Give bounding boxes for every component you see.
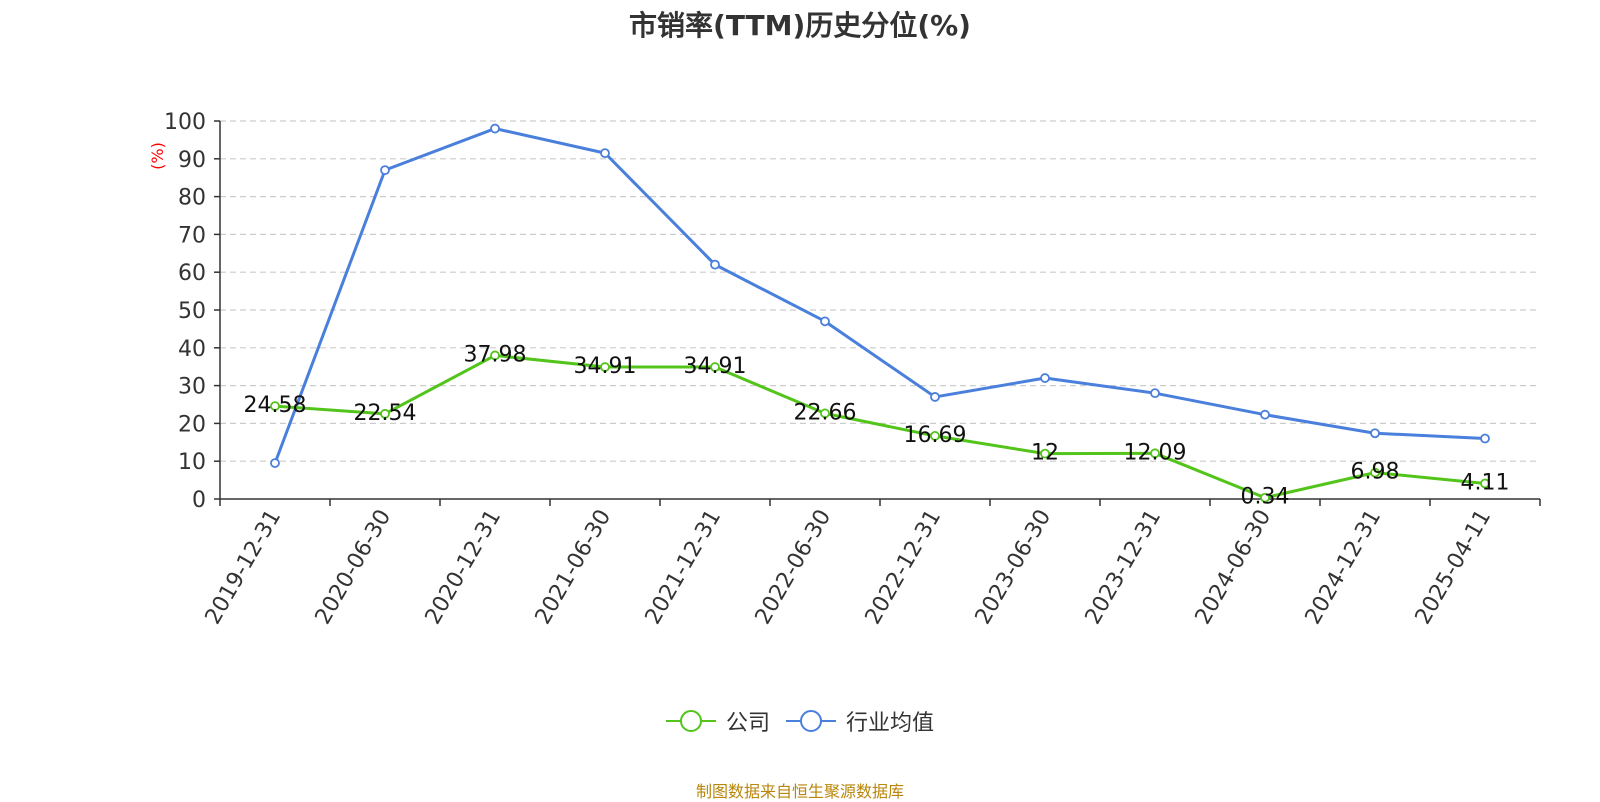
- data-label: 0.34: [1241, 485, 1290, 510]
- y-tick-label: 100: [164, 110, 206, 135]
- y-tick-label: 60: [178, 261, 206, 286]
- data-point-industry-avg: [710, 259, 720, 270]
- y-tick-label: 10: [178, 450, 206, 475]
- data-label: 34.91: [684, 354, 747, 379]
- legend[interactable]: 公司 行业均值: [0, 705, 1600, 737]
- data-point-industry-avg: [270, 458, 280, 468]
- data-point-industry-avg: [930, 392, 940, 402]
- data-point-company: [600, 362, 610, 372]
- data-label: 22.66: [794, 400, 857, 425]
- data-label: 12.09: [1124, 440, 1187, 465]
- data-point-company: [380, 408, 390, 419]
- x-tick-label: 2020-06-30: [311, 506, 397, 629]
- data-point-company: [820, 408, 830, 419]
- x-tick-label: 2024-12-31: [1301, 506, 1387, 629]
- y-tick-label: 40: [178, 337, 206, 362]
- y-tick-label: 30: [178, 375, 206, 400]
- series-line-industry-avg: [273, 127, 1486, 464]
- data-point-industry-avg: [1040, 373, 1050, 383]
- data-point-company: [1480, 478, 1490, 489]
- x-tick-label: 2023-06-30: [971, 506, 1057, 629]
- chart-title: 市销率(TTM)历史分位(%): [629, 9, 971, 42]
- x-tick-label: 2021-06-30: [531, 506, 617, 629]
- data-label: 12: [1031, 441, 1059, 466]
- data-point-company: [1150, 448, 1160, 459]
- data-point-company: [270, 401, 280, 411]
- data-point-company: [930, 431, 940, 441]
- data-label: 34.91: [574, 354, 637, 379]
- x-tick-label: 2024-06-30: [1191, 506, 1277, 629]
- data-point-company: [490, 350, 500, 361]
- data-point-company: [1260, 492, 1270, 503]
- x-tick-label: 2025-04-11: [1411, 506, 1497, 629]
- data-point-industry-avg: [1370, 428, 1380, 439]
- data-point-industry-avg: [380, 165, 390, 176]
- legend-item-company[interactable]: 公司: [665, 705, 770, 737]
- data-label: 6.98: [1351, 460, 1400, 485]
- y-tick-label: 0: [192, 488, 206, 513]
- legend-label-industry-avg: 行业均值: [846, 711, 935, 736]
- data-point-industry-avg: [820, 316, 830, 327]
- data-point-industry-avg: [1150, 388, 1160, 399]
- data-label: 22.54: [354, 401, 417, 426]
- y-tick-label: 70: [178, 223, 206, 248]
- x-tick-label: 2022-12-31: [861, 506, 947, 629]
- x-tick-label: 2021-12-31: [641, 506, 727, 629]
- data-point-industry-avg: [490, 123, 500, 134]
- y-axis-label: (%): [148, 142, 167, 170]
- data-point-industry-avg: [600, 148, 610, 159]
- data-label: 16.69: [904, 423, 967, 448]
- data-point-industry-avg: [1480, 433, 1490, 444]
- data-label: 37.98: [464, 342, 527, 367]
- data-label: 24.58: [244, 393, 307, 418]
- data-point-company: [1370, 467, 1380, 478]
- data-point-company: [710, 362, 720, 372]
- series-line-company: [274, 353, 1486, 500]
- x-tick-label: 2020-12-31: [421, 506, 507, 629]
- legend-label-company: 公司: [725, 711, 770, 736]
- x-tick-label: 2022-06-30: [751, 506, 837, 629]
- y-tick-label: 80: [178, 186, 206, 211]
- x-tick-label: 2019-12-31: [201, 506, 287, 629]
- legend-line-circle-icon: [665, 710, 716, 732]
- legend-line-circle-icon: [786, 710, 836, 732]
- data-label: 4.11: [1461, 470, 1510, 495]
- y-tick-label: 50: [178, 299, 206, 324]
- y-tick-label: 20: [178, 412, 206, 437]
- data-point-industry-avg: [1260, 409, 1270, 420]
- legend-item-industry-avg[interactable]: 行业均值: [786, 705, 934, 737]
- x-tick-label: 2023-12-31: [1081, 506, 1167, 629]
- source-note: 制图数据来自恒生聚源数据库: [695, 782, 904, 801]
- data-point-company: [1040, 448, 1050, 459]
- y-tick-label: 90: [178, 148, 206, 173]
